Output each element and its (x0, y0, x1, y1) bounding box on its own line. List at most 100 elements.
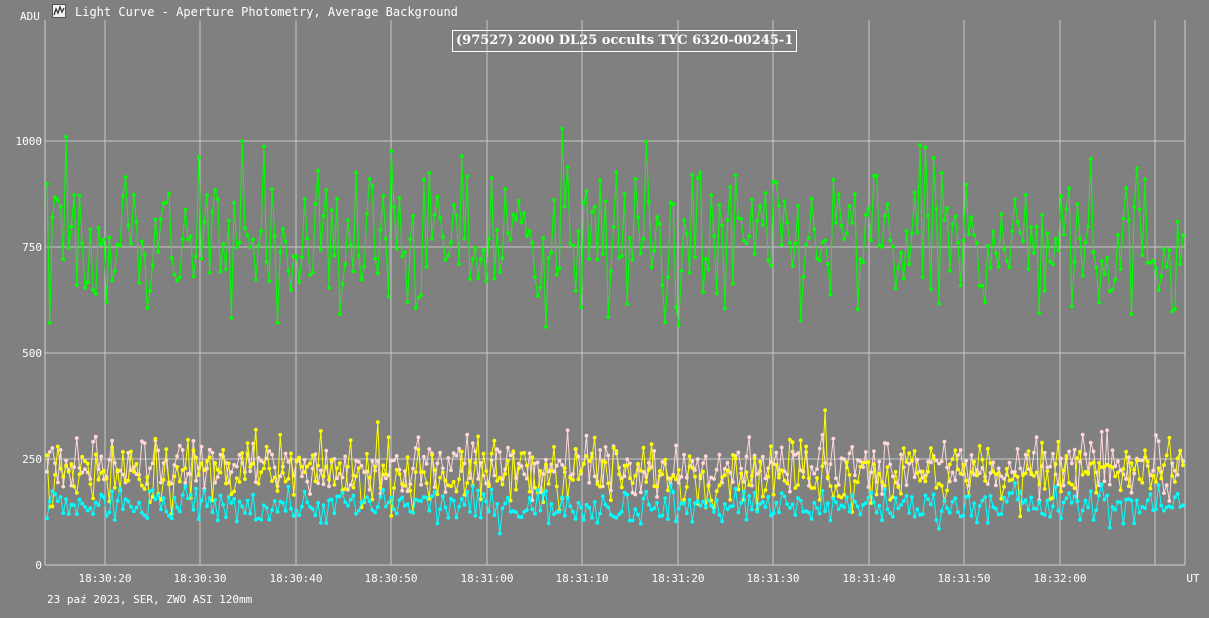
observation-info: 23 paź 2023, SER, ZWO ASI 120mm (47, 593, 253, 606)
data-point (302, 489, 307, 494)
data-point (671, 474, 676, 478)
data-point (310, 270, 315, 275)
data-point (831, 177, 836, 182)
data-point (1126, 455, 1131, 460)
data-point (503, 501, 508, 506)
data-point (815, 476, 819, 480)
data-point (50, 215, 55, 220)
data-point (243, 511, 247, 515)
data-point (850, 221, 855, 225)
data-point (522, 450, 527, 455)
data-point (80, 470, 85, 475)
data-point (1116, 470, 1120, 475)
data-point (476, 276, 480, 280)
data-point (907, 461, 912, 466)
data-point (137, 281, 142, 285)
data-point (167, 191, 171, 196)
data-point (576, 477, 581, 482)
data-point (1029, 495, 1034, 500)
data-point (972, 459, 977, 464)
data-point (392, 486, 396, 490)
data-point (1129, 490, 1134, 495)
data-point (1143, 448, 1147, 453)
data-point (397, 467, 402, 472)
data-point (825, 501, 830, 506)
data-point (449, 496, 453, 501)
data-point (1118, 500, 1123, 505)
data-point (861, 503, 865, 507)
data-point (828, 462, 833, 466)
data-point (587, 505, 592, 510)
data-point (93, 434, 98, 439)
data-point (587, 480, 592, 485)
data-point (923, 145, 928, 150)
data-point (408, 237, 413, 242)
data-point (321, 482, 326, 487)
data-point (1094, 470, 1099, 475)
data-point (544, 462, 548, 467)
data-point (340, 282, 345, 287)
data-point (121, 450, 125, 454)
data-point (950, 499, 955, 504)
data-point (956, 510, 960, 514)
light-curve-app-icon[interactable] (52, 4, 66, 18)
data-point (647, 467, 651, 472)
data-point (1143, 506, 1147, 510)
data-point (381, 463, 386, 468)
data-point (72, 503, 76, 507)
data-point (207, 447, 212, 452)
data-point (459, 497, 464, 501)
data-point (714, 498, 719, 503)
data-point (760, 500, 765, 504)
data-point (684, 511, 689, 516)
data-point (709, 498, 714, 503)
data-point (1004, 259, 1009, 264)
data-point (525, 463, 529, 468)
data-point (584, 454, 589, 458)
data-point (839, 495, 844, 500)
data-point (891, 514, 895, 519)
data-point (682, 497, 686, 502)
data-point (1105, 493, 1109, 498)
data-point (484, 279, 489, 284)
data-point (896, 266, 901, 270)
data-point (525, 508, 529, 513)
data-point (920, 275, 925, 280)
data-point (934, 458, 939, 463)
data-point (91, 439, 95, 444)
data-point (609, 512, 613, 517)
data-point (142, 487, 147, 491)
data-point (1088, 156, 1093, 161)
data-point (316, 500, 320, 505)
data-point (630, 481, 635, 485)
data-point (929, 460, 933, 465)
data-point (801, 475, 806, 480)
data-point (590, 515, 594, 520)
data-point (351, 485, 356, 490)
data-point (777, 510, 781, 515)
data-point (546, 256, 551, 260)
data-point (1151, 258, 1156, 263)
data-point (812, 471, 817, 476)
data-point (286, 269, 291, 273)
data-point (728, 185, 733, 189)
data-point (188, 492, 193, 497)
data-point (842, 457, 846, 462)
data-point (1132, 521, 1137, 526)
data-point (763, 488, 768, 492)
data-point (519, 515, 524, 520)
data-point (945, 206, 949, 211)
data-point (397, 498, 402, 502)
data-point (110, 445, 114, 450)
data-point (899, 250, 903, 255)
data-point (687, 454, 692, 459)
data-point (901, 276, 906, 281)
data-point (901, 446, 906, 450)
data-point (183, 480, 188, 485)
data-point (470, 484, 475, 489)
data-point (196, 473, 201, 477)
data-point (996, 264, 1001, 269)
data-point (118, 243, 123, 248)
data-point (1051, 504, 1055, 509)
data-point (720, 480, 724, 485)
